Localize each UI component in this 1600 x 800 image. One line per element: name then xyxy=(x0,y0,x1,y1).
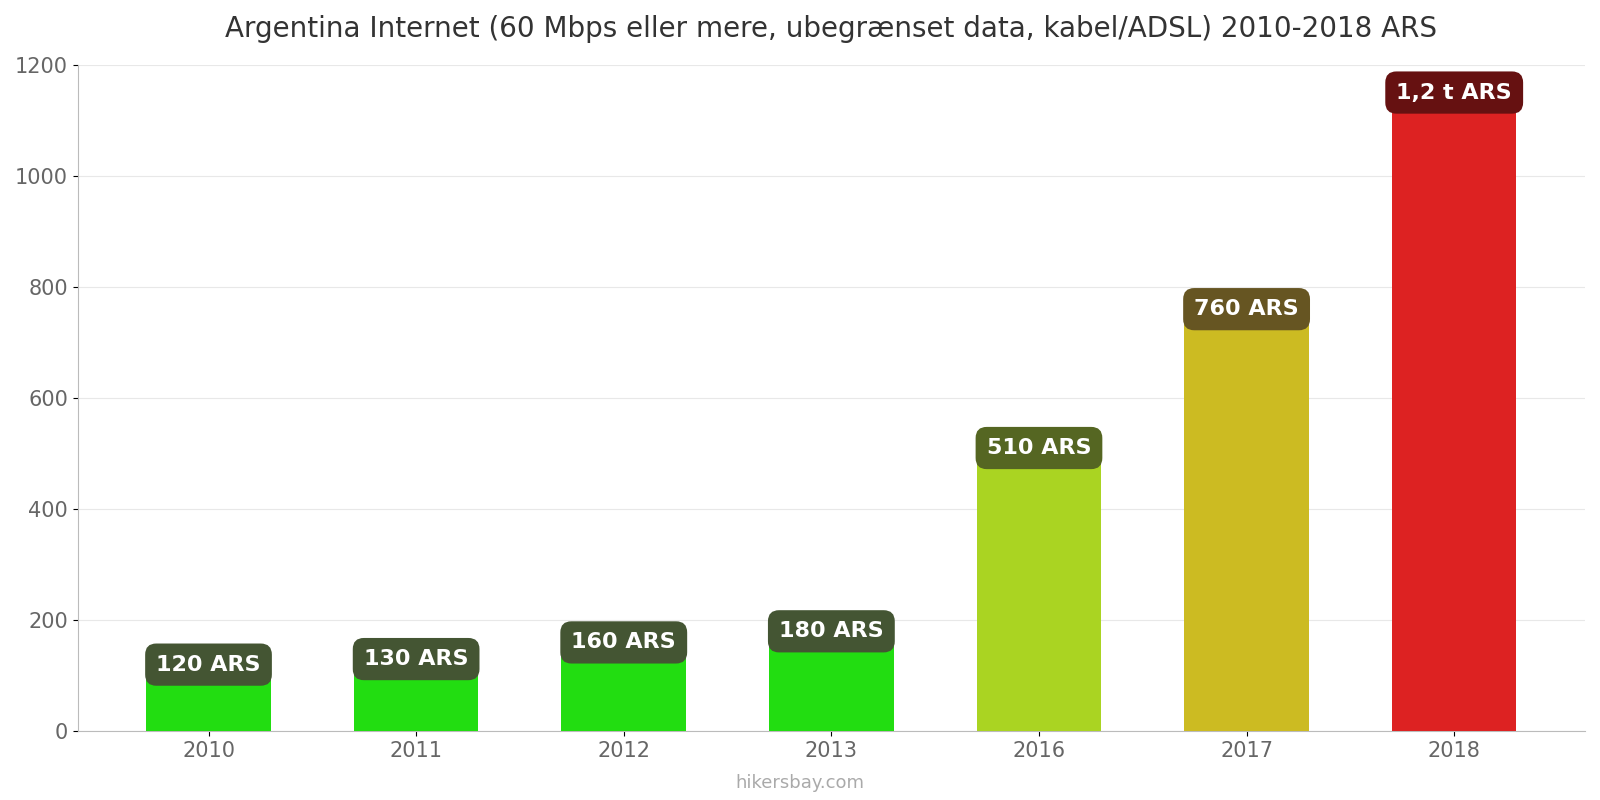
Bar xyxy=(770,631,894,731)
Text: 130 ARS: 130 ARS xyxy=(363,649,469,669)
Text: 760 ARS: 760 ARS xyxy=(1194,299,1299,319)
Text: 510 ARS: 510 ARS xyxy=(987,438,1091,458)
Text: 180 ARS: 180 ARS xyxy=(779,622,883,642)
Title: Argentina Internet (60 Mbps eller mere, ubegrænset data, kabel/ADSL) 2010-2018 A: Argentina Internet (60 Mbps eller mere, … xyxy=(226,15,1437,43)
Bar xyxy=(354,659,478,731)
Bar xyxy=(146,665,270,731)
Bar xyxy=(1184,309,1309,731)
Bar xyxy=(562,642,686,731)
Text: 160 ARS: 160 ARS xyxy=(571,633,677,653)
Bar xyxy=(976,448,1101,731)
Text: hikersbay.com: hikersbay.com xyxy=(736,774,864,792)
Text: 1,2 t ARS: 1,2 t ARS xyxy=(1397,82,1512,102)
Bar xyxy=(1392,93,1517,731)
Text: 120 ARS: 120 ARS xyxy=(157,654,261,674)
